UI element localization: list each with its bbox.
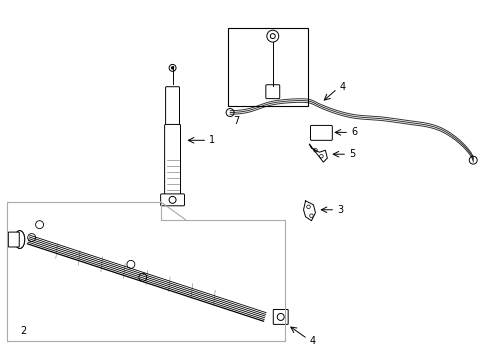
FancyBboxPatch shape [161,194,184,206]
FancyBboxPatch shape [165,125,180,196]
FancyBboxPatch shape [266,85,280,99]
FancyBboxPatch shape [273,310,288,324]
Circle shape [172,67,174,69]
Text: 7: 7 [233,116,239,126]
Text: 2: 2 [20,326,26,336]
Text: 4: 4 [339,82,345,92]
Text: 6: 6 [351,127,357,138]
Ellipse shape [15,231,24,248]
FancyBboxPatch shape [8,232,19,247]
Text: 5: 5 [349,149,355,159]
Text: 3: 3 [337,205,343,215]
FancyBboxPatch shape [166,87,179,131]
Text: 1: 1 [209,135,216,145]
Text: 4: 4 [310,336,316,346]
Bar [228,28,308,105]
FancyBboxPatch shape [311,125,332,140]
